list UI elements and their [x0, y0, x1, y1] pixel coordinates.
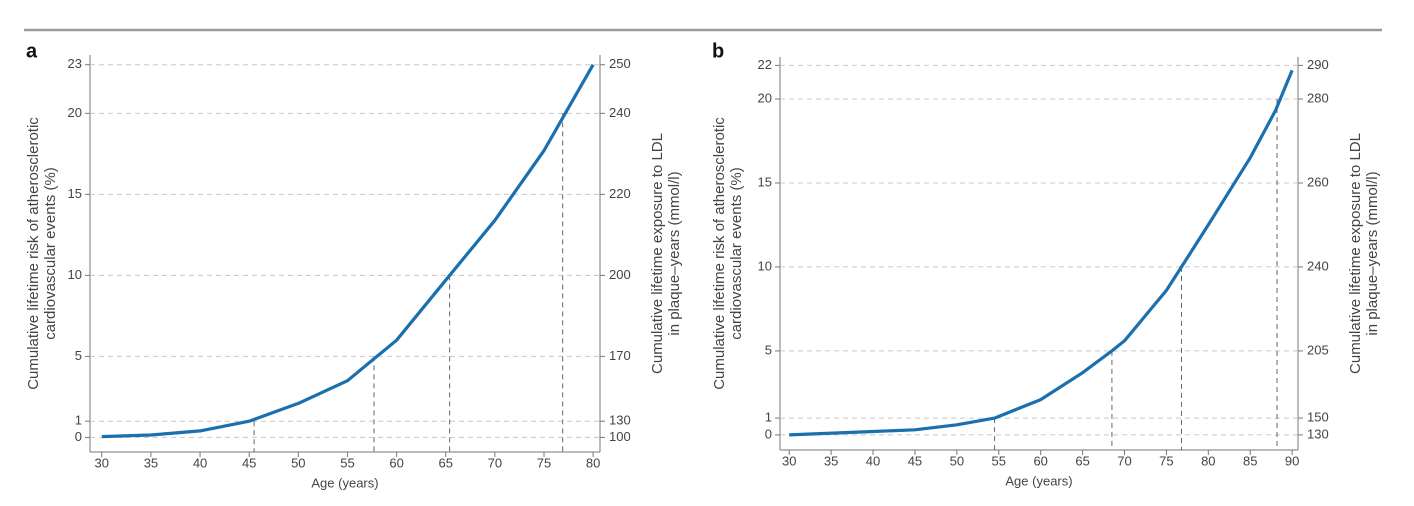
x-tick-label: 40 — [193, 455, 207, 470]
y-tick-label: 1 — [765, 410, 772, 425]
y2-tick-label: 250 — [609, 56, 631, 71]
y2-axis-label: Cumulative lifetime exposure to LDL — [1347, 133, 1364, 374]
y2-axis-label: in plaque–years (mmol/l) — [1364, 171, 1381, 335]
y-tick-label: 0 — [765, 426, 772, 441]
x-tick-label: 60 — [389, 455, 403, 470]
y2-tick-label: 130 — [609, 413, 631, 428]
x-tick-label: 45 — [908, 453, 922, 468]
y-axis-label: Cumulative lifetime risk of atherosclero… — [25, 117, 42, 390]
y-tick-label: 10 — [68, 267, 82, 282]
x-tick-label: 45 — [242, 455, 256, 470]
risk-curve — [101, 63, 595, 439]
y2-tick-label: 220 — [609, 186, 631, 201]
x-tick-label: 60 — [1033, 453, 1047, 468]
x-tick-label: 50 — [291, 455, 305, 470]
y-tick-label: 15 — [758, 174, 772, 189]
risk-curve — [789, 69, 1294, 437]
x-tick-label: 30 — [782, 453, 796, 468]
x-tick-label: 75 — [1159, 453, 1173, 468]
x-tick-label: 85 — [1243, 453, 1257, 468]
x-tick-label: 65 — [1075, 453, 1089, 468]
x-tick-label: 40 — [866, 453, 880, 468]
panel-label: b — [712, 40, 724, 62]
y-tick-label: 22 — [758, 57, 772, 72]
y2-tick-label: 150 — [1307, 410, 1329, 425]
x-tick-label: 50 — [950, 453, 964, 468]
x-axis-label: Age (years) — [311, 475, 378, 490]
y-tick-label: 20 — [68, 105, 82, 120]
y-axis-label: cardiovascular events (%) — [728, 167, 745, 340]
y2-tick-label: 200 — [609, 267, 631, 282]
panel-label: a — [26, 40, 38, 62]
x-tick-label: 80 — [586, 455, 600, 470]
y2-tick-label: 240 — [1307, 258, 1329, 273]
x-tick-label: 80 — [1201, 453, 1215, 468]
x-tick-label: 65 — [438, 455, 452, 470]
x-tick-label: 35 — [824, 453, 838, 468]
x-tick-label: 55 — [992, 453, 1006, 468]
x-tick-label: 35 — [144, 455, 158, 470]
y2-tick-label: 290 — [1307, 57, 1329, 72]
y-tick-label: 5 — [75, 348, 82, 363]
y-tick-label: 1 — [75, 413, 82, 428]
x-tick-label: 30 — [95, 455, 109, 470]
y2-tick-label: 100 — [609, 429, 631, 444]
y-axis-label: Cumulative lifetime risk of atherosclero… — [711, 117, 728, 390]
y-axis-label: cardiovascular events (%) — [42, 167, 59, 340]
y2-tick-label: 260 — [1307, 174, 1329, 189]
x-tick-label: 70 — [1117, 453, 1131, 468]
y2-tick-label: 205 — [1307, 342, 1329, 357]
x-tick-label: 55 — [340, 455, 354, 470]
y-tick-label: 0 — [75, 429, 82, 444]
y2-tick-label: 170 — [609, 348, 631, 363]
y-tick-label: 15 — [68, 186, 82, 201]
x-axis-label: Age (years) — [1005, 473, 1072, 488]
y-tick-label: 23 — [68, 56, 82, 71]
x-tick-label: 75 — [537, 455, 551, 470]
y-tick-label: 5 — [765, 342, 772, 357]
y2-tick-label: 130 — [1307, 426, 1329, 441]
y-tick-label: 10 — [758, 258, 772, 273]
y2-tick-label: 280 — [1307, 90, 1329, 105]
y2-axis-label: in plaque–years (mmol/l) — [666, 171, 683, 335]
x-tick-label: 70 — [488, 455, 502, 470]
y-tick-label: 20 — [758, 90, 772, 105]
y2-axis-label: Cumulative lifetime exposure to LDL — [649, 133, 666, 374]
x-tick-label: 90 — [1285, 453, 1299, 468]
y2-tick-label: 240 — [609, 105, 631, 120]
